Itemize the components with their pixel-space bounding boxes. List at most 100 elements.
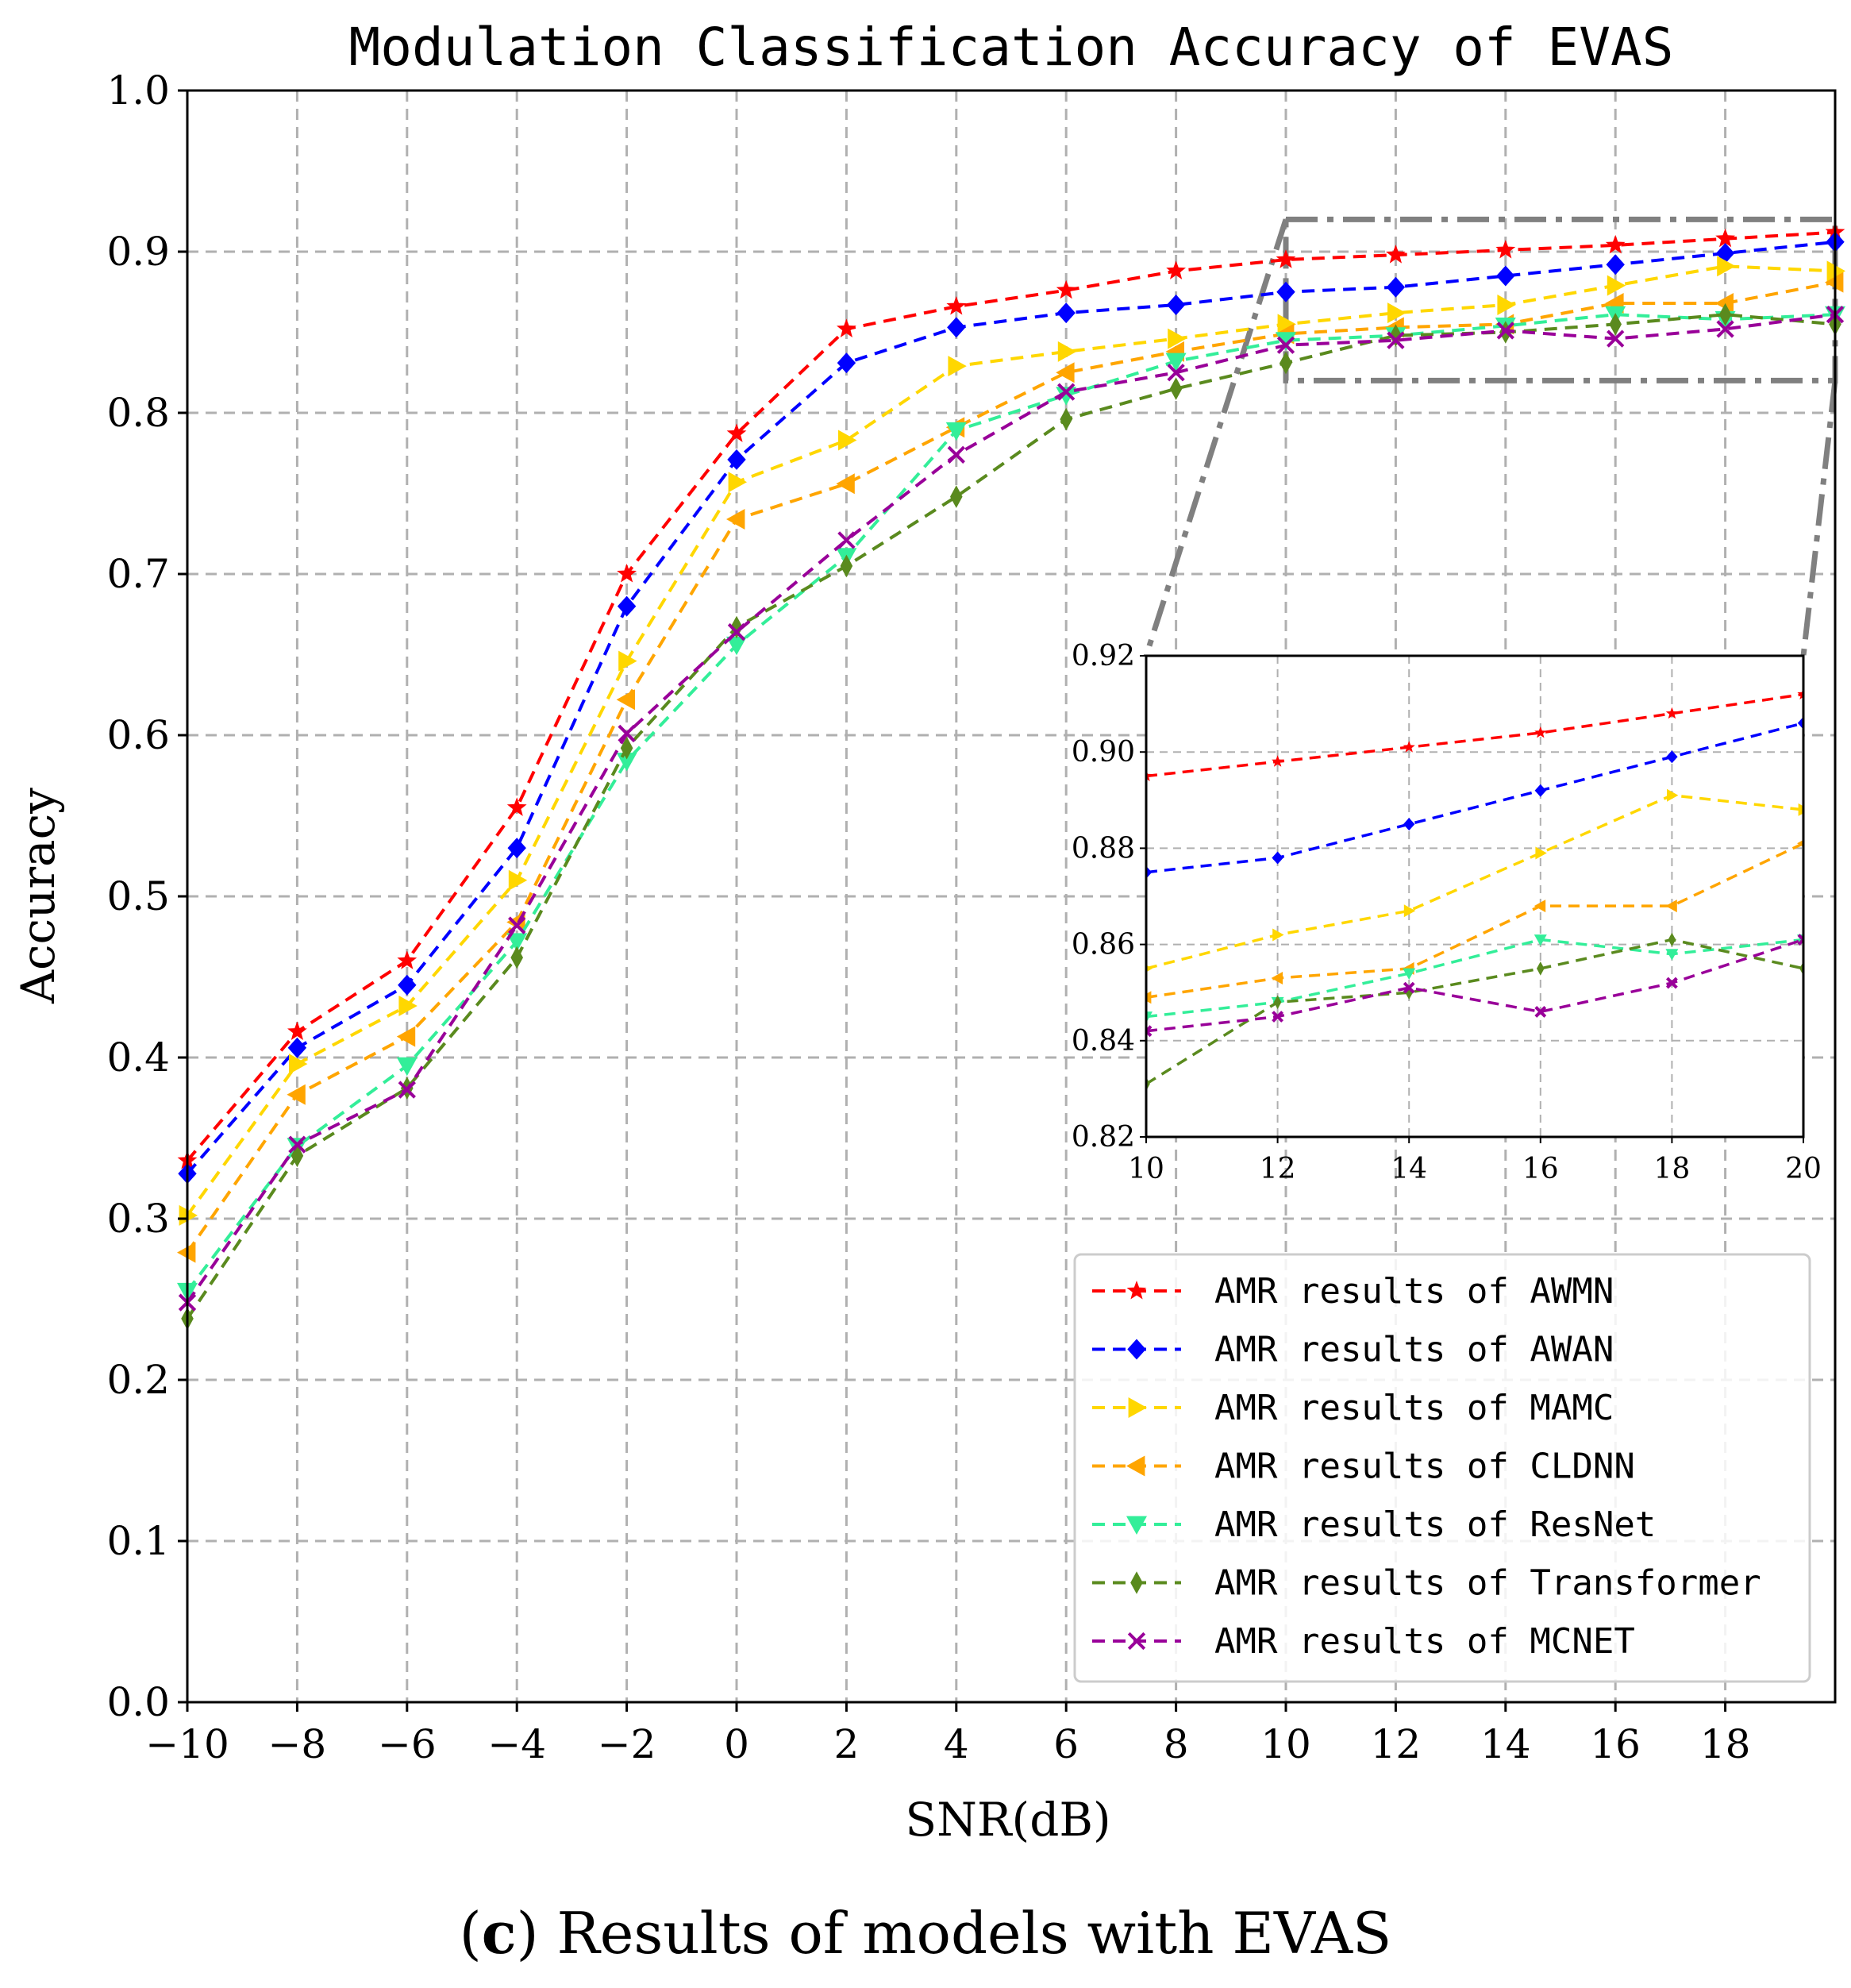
inset-data-point [1146, 769, 1153, 781]
figure-caption: (c) Results of models with EVAS [460, 1899, 1392, 1967]
data-point [396, 1057, 418, 1077]
data-point [396, 1026, 416, 1047]
inset-data-point [1535, 846, 1547, 860]
data-point [1497, 295, 1516, 315]
data-point [837, 353, 856, 374]
data-point [1276, 249, 1296, 268]
x-tick-label: 8 [1164, 1721, 1189, 1767]
inset-data-point [1403, 981, 1415, 994]
data-point [1169, 377, 1183, 400]
data-point [1609, 313, 1622, 336]
inset-series-4 [1146, 934, 1803, 1023]
data-point [950, 485, 963, 508]
series-1 [178, 231, 1845, 1185]
inset-data-point [1665, 707, 1678, 719]
inset-data-point [1668, 932, 1676, 947]
zoom-connector [1143, 218, 1289, 657]
inset-data-point [1797, 839, 1803, 847]
inset-background [1146, 656, 1803, 1137]
inset-series-line [1146, 938, 1803, 1085]
series-6 [178, 306, 1845, 1312]
data-point [287, 1084, 306, 1105]
y-tick-label: 0.1 [106, 1518, 170, 1564]
inset-data-point [1537, 961, 1545, 976]
inset-series-6 [1146, 934, 1803, 1038]
inset-data-point [1273, 995, 1282, 1010]
data-point [1718, 302, 1732, 326]
data-point [836, 473, 855, 495]
data-point [508, 869, 528, 891]
data-point [620, 736, 633, 760]
data-point [508, 916, 526, 934]
inset-data-point [1403, 741, 1415, 753]
inset-series-line [1146, 842, 1803, 1000]
x-tick-label: 18 [1700, 1721, 1751, 1767]
x-tick-label: 4 [944, 1721, 969, 1767]
data-point [398, 1081, 416, 1099]
data-point [506, 797, 527, 816]
inset-data-point [1403, 818, 1415, 831]
data-point [946, 296, 967, 315]
series-line [186, 240, 1836, 1175]
caption-text: Results of models with EVAS [539, 1900, 1392, 1967]
data-point [616, 689, 635, 711]
inset-x-tick-label: 10 [1128, 1153, 1164, 1185]
data-point [1496, 265, 1515, 287]
data-point [618, 650, 637, 672]
legend: AMR results of AWMN AMR results of AWAN AM… [1073, 1253, 1811, 1683]
inset-series-line [1146, 938, 1803, 1019]
data-point [726, 636, 747, 656]
y-tick-label: 0.8 [106, 390, 170, 436]
y-axis-label: Accuracy [11, 788, 65, 1004]
inset-series-line [1146, 692, 1803, 778]
legend-marker [1128, 1397, 1147, 1418]
zoom-box [1283, 216, 1838, 383]
y-tick-label: 0.5 [106, 873, 170, 919]
inset-data-point [1797, 934, 1803, 946]
inset-y-tick-label: 0.88 [1072, 832, 1135, 865]
inset-y-tick-label: 0.86 [1072, 929, 1135, 961]
inset-frame [1145, 654, 1805, 1138]
series-line [186, 313, 1836, 1304]
inset-data-point [1667, 788, 1679, 802]
x-tick-label: 12 [1371, 1721, 1422, 1767]
caption-close-paren: ) [517, 1900, 539, 1967]
y-tick-label: 0.2 [106, 1357, 170, 1403]
x-tick-label: 10 [1260, 1721, 1311, 1767]
x-tick-label: −10 [145, 1721, 229, 1767]
inset-data-point [1665, 977, 1678, 989]
data-point [510, 946, 523, 969]
data-point [1166, 295, 1186, 315]
inset-series-line [1146, 722, 1803, 874]
inset-data-point [1798, 803, 1803, 816]
caption-open-paren: ( [460, 1900, 482, 1967]
data-point [1276, 332, 1296, 351]
inset-data-point [1797, 688, 1803, 699]
x-tick-label: 2 [833, 1721, 859, 1767]
data-point [287, 1037, 307, 1058]
y-tick-label: 0.6 [106, 712, 170, 758]
legend-label: AMR results of Transformer [1214, 1563, 1761, 1604]
data-point [728, 472, 747, 493]
inset-data-point [1272, 755, 1284, 767]
data-point [1715, 228, 1735, 248]
inset-data-point [1403, 968, 1416, 980]
inset-data-point [1272, 928, 1284, 942]
data-point [1495, 240, 1516, 259]
inset-series-line [1146, 793, 1803, 970]
data-point [726, 423, 747, 442]
data-point [727, 622, 746, 641]
data-point [1057, 383, 1076, 401]
data-point [947, 317, 966, 338]
inset-x-tick-label: 16 [1522, 1153, 1559, 1185]
inset-data-point [1534, 1006, 1547, 1018]
inset-y-tick-label: 0.82 [1072, 1121, 1135, 1154]
series-line [186, 264, 1836, 1217]
zoom-inset: 10 12 14 16 18 20 0.82 0.84 0.86 0.88 0.90 0.92 [1072, 640, 1822, 1185]
inset-data-point [1666, 750, 1678, 764]
data-point [397, 950, 418, 969]
data-point [1607, 329, 1625, 348]
inset-data-point [1271, 972, 1283, 984]
legend-marker [1126, 1516, 1147, 1535]
